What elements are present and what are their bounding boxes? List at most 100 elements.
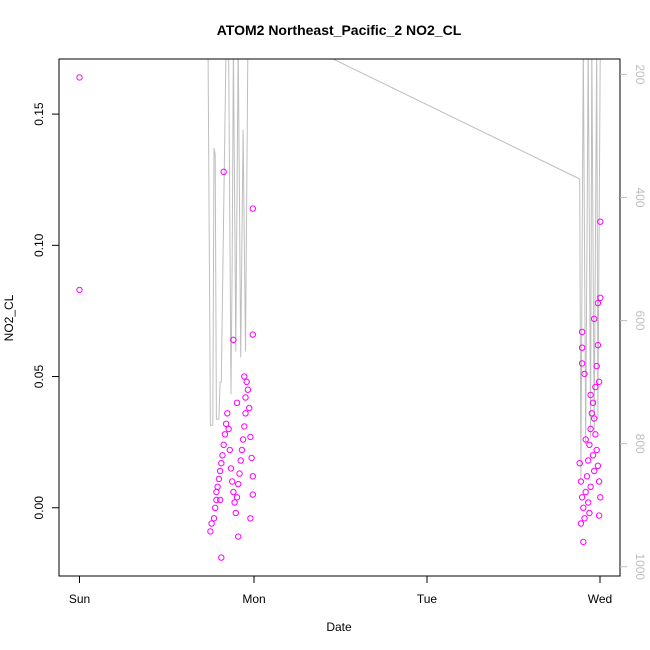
data-point (595, 378, 603, 385)
data-point (218, 460, 225, 467)
data-point (593, 446, 600, 454)
data-point (588, 410, 595, 417)
data-point (597, 294, 604, 301)
y-tick-label: 0.15 (32, 102, 46, 126)
data-point (577, 520, 585, 527)
data-point (591, 467, 598, 475)
data-point (587, 391, 594, 399)
data-point (241, 423, 248, 430)
data-point (220, 168, 227, 176)
data-point (214, 483, 221, 490)
data-point (208, 520, 215, 527)
data-point (221, 431, 229, 438)
data-point (216, 496, 224, 504)
data-point (239, 436, 247, 443)
y-axis-label: NO2_CL (2, 294, 16, 341)
data-point (582, 488, 589, 496)
data-point (76, 74, 83, 81)
y-tick-label: 0.05 (32, 365, 46, 389)
y-right-tick-label: 400 (633, 187, 647, 207)
data-point (243, 378, 250, 385)
data-point (593, 362, 600, 370)
data-point (249, 205, 257, 212)
data-point (235, 533, 242, 540)
data-point (219, 452, 226, 459)
data-point (230, 488, 237, 496)
data-point (577, 478, 585, 485)
pressure-line (207, 59, 601, 481)
data-point (215, 475, 223, 483)
y-tick-label: 0.00 (32, 496, 46, 520)
data-point (248, 454, 255, 462)
y-right-tick-label: 1000 (633, 553, 647, 580)
data-point (583, 473, 591, 480)
data-point (233, 399, 241, 406)
data-point (591, 415, 598, 422)
data-point (592, 431, 599, 438)
data-point (594, 299, 602, 307)
chart-title: ATOM2 Northeast_Pacific_2 NO2_CL (217, 22, 462, 38)
x-tick-label: Mon (242, 592, 265, 606)
x-tick-label: Sun (69, 592, 90, 606)
data-point (210, 515, 218, 522)
data-point (222, 420, 230, 427)
data-point (212, 504, 219, 511)
data-point (586, 441, 593, 448)
data-point (247, 515, 254, 522)
data-point (592, 383, 599, 391)
data-point (586, 509, 593, 517)
x-axis: Sun Mon Tue Wed (69, 576, 612, 606)
y-axis-right: 200 400 600 800 1000 (620, 64, 647, 580)
data-point (227, 465, 235, 472)
data-point (231, 499, 238, 506)
data-point (213, 488, 220, 496)
data-point (576, 460, 583, 467)
data-point (237, 457, 244, 464)
data-point (242, 410, 249, 417)
no2-cl-series (76, 74, 604, 561)
x-tick-label: Tue (417, 592, 438, 606)
y-right-tick-label: 800 (633, 434, 647, 454)
data-point (585, 499, 592, 506)
data-point (591, 315, 598, 322)
data-point (76, 286, 83, 294)
data-point (585, 457, 592, 464)
data-point (220, 441, 227, 448)
data-point (589, 452, 597, 459)
data-point (225, 425, 232, 433)
data-point (246, 404, 253, 412)
data-point (597, 218, 604, 225)
data-point (582, 436, 589, 443)
data-point (247, 433, 254, 441)
data-point (578, 344, 586, 351)
data-point (581, 370, 588, 378)
data-point (580, 538, 587, 546)
data-point (232, 509, 240, 517)
data-point (587, 425, 594, 433)
data-point (216, 467, 224, 475)
data-point (207, 528, 214, 535)
y-right-tick-label: 600 (633, 311, 647, 331)
data-point (244, 386, 252, 393)
data-point (580, 504, 587, 511)
data-point (235, 480, 242, 488)
data-point (249, 491, 257, 498)
data-point (594, 462, 602, 469)
data-point (229, 478, 236, 485)
data-point (249, 331, 257, 338)
data-point (597, 494, 604, 501)
data-point (224, 410, 231, 417)
data-point (589, 399, 597, 406)
data-point (236, 470, 243, 477)
data-point (595, 478, 603, 485)
data-point (241, 373, 248, 380)
data-point (238, 446, 246, 454)
pressure-series (207, 59, 601, 481)
data-point (218, 554, 225, 561)
data-point (594, 341, 602, 349)
data-point (242, 394, 249, 401)
data-point (595, 512, 603, 519)
x-tick-label: Wed (588, 592, 612, 606)
data-point (233, 494, 241, 501)
data-point (578, 494, 586, 501)
